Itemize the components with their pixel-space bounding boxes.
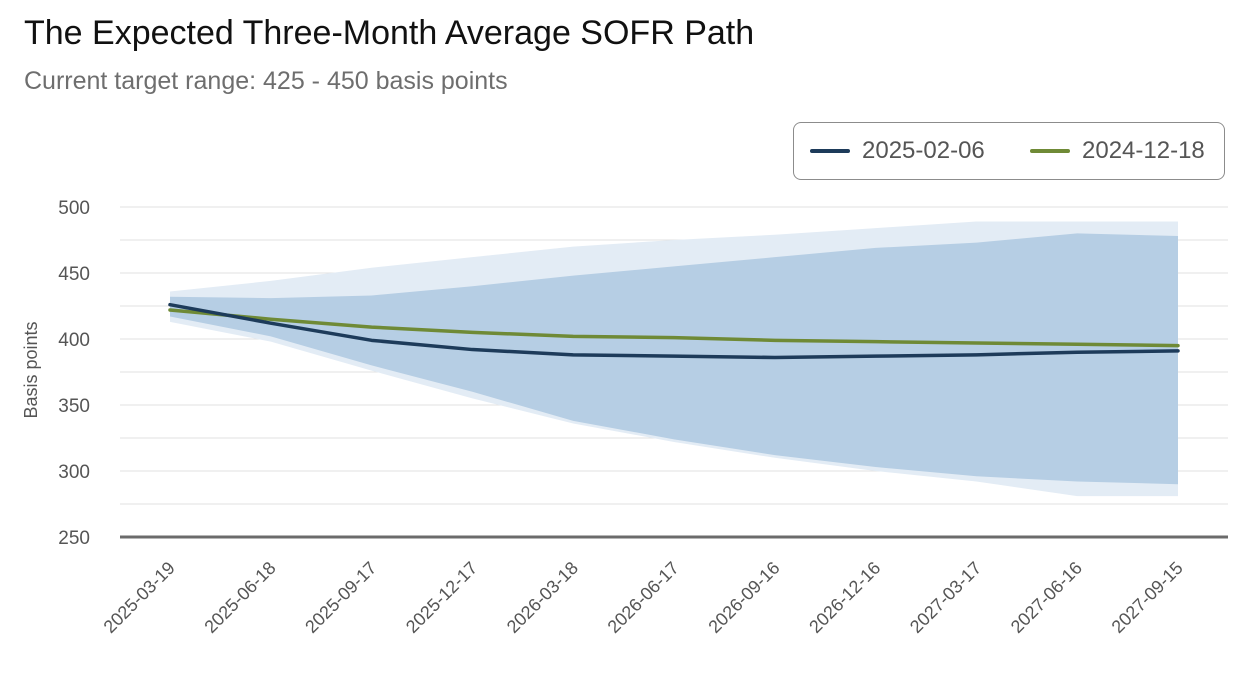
legend-item-series-b[interactable]: 2024-12-18 bbox=[1030, 123, 1205, 179]
y-tick-label: 300 bbox=[58, 462, 90, 483]
x-tick-label: 2027-03-17 bbox=[906, 558, 985, 637]
x-tick-label: 2026-03-18 bbox=[503, 558, 582, 637]
x-tick-label: 2027-06-16 bbox=[1007, 558, 1086, 637]
legend-item-series-a[interactable]: 2025-02-06 bbox=[810, 123, 985, 179]
x-tick-label: 2026-09-16 bbox=[704, 558, 783, 637]
x-tick-label: 2027-09-15 bbox=[1108, 558, 1187, 637]
y-tick-label: 400 bbox=[58, 330, 90, 351]
chart-subtitle: Current target range: 425 - 450 basis po… bbox=[24, 67, 508, 95]
x-tick-label: 2026-06-17 bbox=[604, 558, 683, 637]
series-lines bbox=[168, 302, 1180, 360]
y-tick-label: 500 bbox=[58, 198, 90, 219]
series-line-b bbox=[168, 308, 1180, 348]
legend: 2025-02-06 2024-12-18 bbox=[793, 122, 1225, 180]
y-tick-label: 350 bbox=[58, 396, 90, 417]
legend-label-series-a: 2025-02-06 bbox=[862, 137, 985, 164]
y-axis-ticks: 250 300 350 400 450 500 bbox=[58, 198, 90, 549]
x-tick-label: 2025-09-17 bbox=[301, 558, 380, 637]
x-tick-label: 2026-12-16 bbox=[805, 558, 884, 637]
x-axis-ticks: 2025-03-19 2025-06-18 2025-09-17 2025-12-17… bbox=[100, 558, 1187, 637]
y-axis-label: Basis points bbox=[21, 321, 41, 418]
x-tick-label: 2025-03-19 bbox=[100, 558, 179, 637]
band-inner bbox=[170, 233, 1178, 485]
legend-label-series-b: 2024-12-18 bbox=[1082, 137, 1205, 164]
y-tick-label: 250 bbox=[58, 528, 90, 549]
chart-title: The Expected Three-Month Average SOFR Pa… bbox=[24, 14, 755, 52]
x-tick-label: 2025-06-18 bbox=[200, 558, 279, 637]
uncertainty-bands bbox=[170, 221, 1178, 497]
x-tick-label: 2025-12-17 bbox=[402, 558, 481, 637]
legend-swatch-series-a bbox=[810, 149, 850, 153]
y-tick-label: 450 bbox=[58, 264, 90, 285]
series-line-a bbox=[168, 302, 1180, 360]
legend-swatch-series-b bbox=[1030, 149, 1070, 153]
